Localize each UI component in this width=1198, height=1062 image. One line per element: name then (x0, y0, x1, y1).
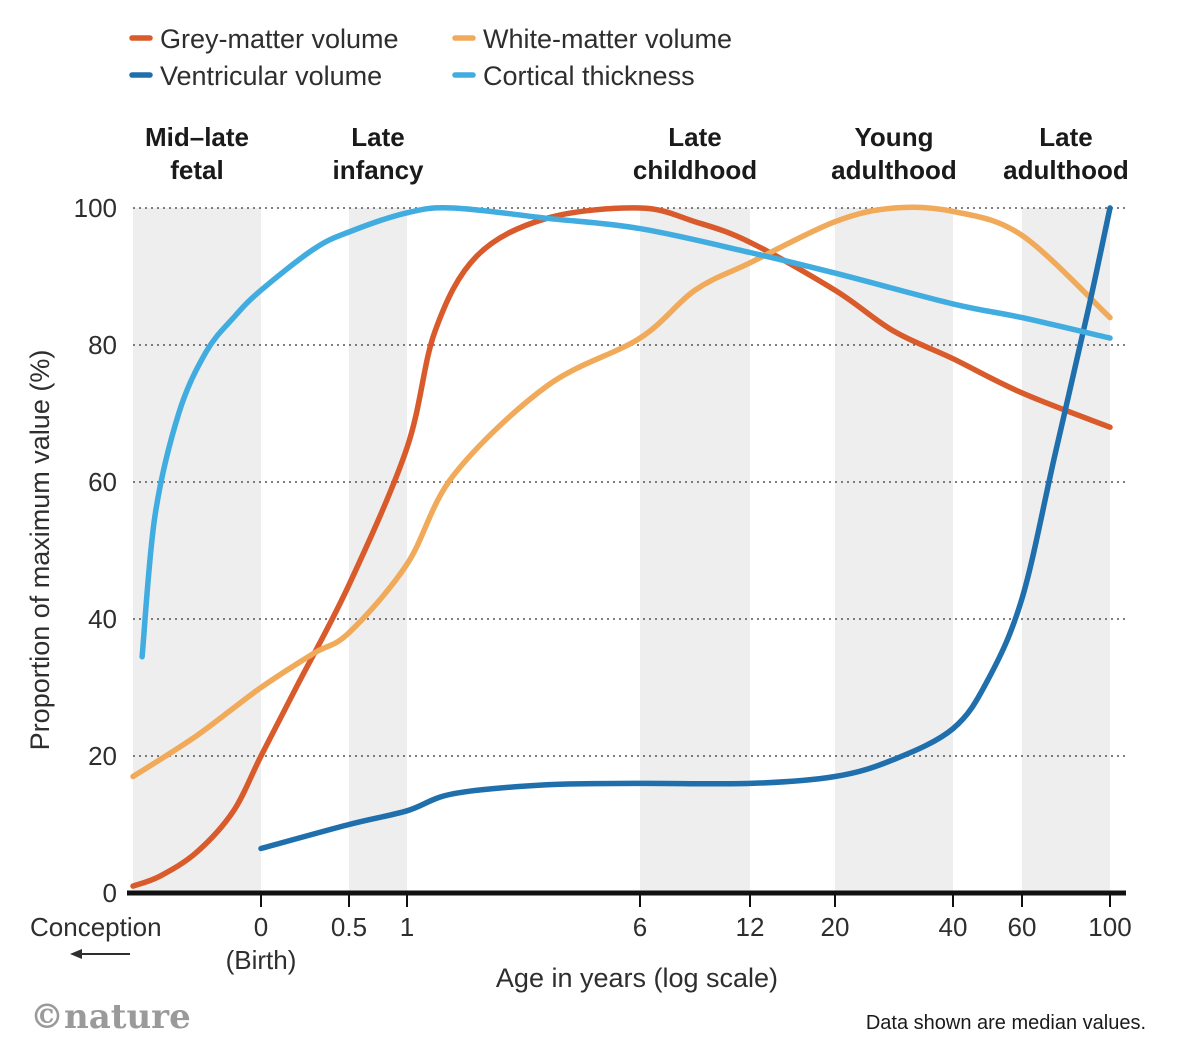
series-line-white-matter-volume (130, 204, 1113, 780)
legend-label: Cortical thickness (483, 61, 695, 91)
x-tick-label: 1 (400, 912, 414, 942)
nature-credit-logo: ©nature (30, 997, 191, 1037)
legend-label: White-matter volume (483, 24, 732, 54)
life-stage-label: Late infancy (332, 122, 424, 185)
legend: Grey-matter volume White-matter volume Ven… (129, 24, 732, 91)
life-stage-label: Mid–late fetal (145, 122, 249, 185)
x-tick-labels: 0(Birth) 0.5 1 6 12 20 40 60 100 (226, 893, 1132, 975)
y-tick-labels: 0 20 40 60 80 100 (74, 193, 117, 908)
life-stage-label: Young adulthood (831, 122, 957, 185)
y-tick-label: 100 (74, 193, 117, 223)
x-tick-label: 6 (633, 912, 647, 942)
life-stage-label-line2: adulthood (831, 155, 957, 185)
x-tick-label: 60 (1008, 912, 1037, 942)
life-stage-label: Late childhood (633, 122, 757, 185)
life-stage-label-line1: Mid–late (145, 122, 249, 152)
life-stage-band (349, 208, 407, 893)
series-line-cortical-thickness (139, 205, 1113, 660)
series-lines (130, 204, 1113, 889)
life-stage-label-line1: Late (668, 122, 721, 152)
conception-arrow-icon (70, 949, 130, 959)
life-stage-label-line1: Late (1039, 122, 1092, 152)
x-tick-label: 20 (821, 912, 850, 942)
conception-label: Conception (30, 912, 162, 942)
x-tick-label: 0 (254, 912, 268, 942)
legend-label: Ventricular volume (160, 61, 382, 91)
y-tick-label: 80 (88, 330, 117, 360)
life-stage-band (133, 208, 261, 893)
life-stage-label-line2: adulthood (1003, 155, 1129, 185)
x-tick-label: 0.5 (331, 912, 367, 942)
y-tick-label: 20 (88, 741, 117, 771)
series-line-grey-matter-volume (130, 205, 1113, 889)
life-stage-label-line1: Young (855, 122, 934, 152)
x-tick-label: 40 (939, 912, 968, 942)
life-stage-label-line2: fetal (170, 155, 223, 185)
life-stage-label-line1: Late (351, 122, 404, 152)
life-stage-label-line2: infancy (332, 155, 424, 185)
life-stage-label-line2: childhood (633, 155, 757, 185)
life-stage-bands (133, 208, 1110, 893)
y-tick-label: 40 (88, 604, 117, 634)
x-tick-label: 12 (736, 912, 765, 942)
y-axis-title: Proportion of maximum value (%) (25, 350, 55, 751)
footnote: Data shown are median values. (866, 1012, 1146, 1034)
life-stage-label: Late adulthood (1003, 122, 1129, 185)
y-tick-label: 0 (103, 878, 117, 908)
series-line-ventricular-volume (258, 205, 1113, 852)
y-tick-label: 60 (88, 467, 117, 497)
legend-label: Grey-matter volume (160, 24, 399, 54)
life-stage-band (835, 208, 953, 893)
x-tick-label: 100 (1088, 912, 1131, 942)
x-tick-sublabel: (Birth) (226, 945, 297, 975)
x-axis-title: Age in years (log scale) (496, 963, 778, 993)
life-stage-band (640, 208, 750, 893)
